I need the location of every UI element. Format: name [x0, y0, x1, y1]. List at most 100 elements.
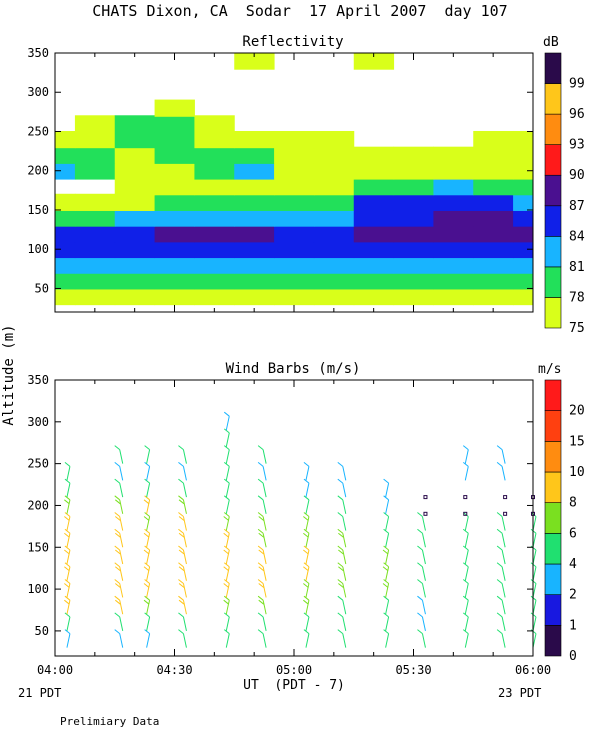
- reflectivity-cell: [154, 162, 195, 180]
- wind-barb-flag: [178, 528, 184, 534]
- wind-barb: [421, 600, 426, 615]
- wind-barb: [464, 549, 469, 565]
- wind-barb: [385, 583, 390, 598]
- wind-barb: [182, 449, 187, 464]
- wind-barb-flag: [417, 629, 423, 635]
- reflectivity-cell: [473, 209, 514, 227]
- reflectivity-cell: [194, 287, 235, 306]
- wind-barb-flag: [383, 495, 389, 501]
- wind-barb-flag: [383, 528, 389, 534]
- wind-barb: [66, 466, 71, 481]
- wind-barb-flag: [178, 562, 184, 568]
- wind-barb-flag: [64, 583, 70, 588]
- wind-barb-flag: [462, 629, 469, 635]
- wind-barb: [305, 549, 310, 565]
- wind-barb-flag: [178, 512, 184, 517]
- wind-barb: [119, 566, 124, 581]
- wind-barb-flag: [178, 445, 184, 451]
- reflectivity-cell: [513, 240, 534, 259]
- colorbar2-swatch: [544, 625, 562, 657]
- reflectivity-cell: [513, 209, 534, 227]
- wind-barb-flag: [303, 545, 310, 551]
- wind-barb-flag: [144, 545, 150, 551]
- reflectivity-cell: [234, 225, 275, 243]
- reflectivity-cell: [393, 240, 434, 259]
- y-axis-label: Altitude (m): [1, 324, 17, 425]
- reflectivity-cell: [353, 225, 395, 243]
- wind-barb: [385, 499, 390, 514]
- wind-barb: [421, 549, 426, 565]
- wind-barb-flag: [178, 629, 184, 635]
- reflectivity-cell: [353, 240, 395, 259]
- wind-barb: [119, 616, 124, 632]
- reflectivity-cell: [353, 178, 395, 196]
- panel2-ytick-label: 350: [27, 373, 49, 387]
- colorbar2-swatch: [544, 502, 562, 534]
- wind-barb-flag: [223, 579, 230, 584]
- wind-barb: [305, 583, 310, 598]
- wind-barb-flag: [64, 599, 70, 605]
- wind-barb-flag: [178, 516, 185, 521]
- colorbar2-label: 1: [569, 618, 577, 633]
- reflectivity-cell: [234, 240, 275, 259]
- reflectivity-cell: [194, 178, 235, 196]
- wind-barb: [501, 583, 506, 598]
- wind-barb: [501, 633, 506, 648]
- wind-calm-marker: [463, 511, 468, 516]
- colorbar1-label: 93: [569, 138, 585, 153]
- colorbar1-label: 90: [569, 168, 585, 183]
- wind-barb: [385, 549, 390, 565]
- reflectivity-cell: [353, 287, 395, 306]
- reflectivity-cell: [313, 256, 355, 274]
- wind-barb: [146, 516, 151, 531]
- wind-barb: [385, 482, 390, 498]
- reflectivity-cell: [513, 162, 534, 180]
- wind-barb-flag: [303, 478, 310, 484]
- reflectivity-cell: [393, 209, 434, 227]
- wind-barb: [342, 533, 347, 548]
- wind-barb-flag: [496, 579, 503, 584]
- reflectivity-cell: [154, 130, 195, 149]
- wind-barb: [305, 600, 310, 615]
- colorbar1-swatch: [544, 297, 562, 329]
- reflectivity-cell: [194, 130, 235, 149]
- wind-barb-flag: [303, 495, 310, 501]
- wind-barb-flag: [496, 528, 503, 534]
- wind-barb-flag: [114, 445, 121, 451]
- wind-barb-flag: [258, 516, 265, 521]
- wind-barb-flag: [64, 549, 70, 555]
- wind-barb-flag: [462, 612, 469, 618]
- reflectivity-cell: [393, 256, 434, 274]
- wind-barb: [385, 600, 390, 615]
- reflectivity-cell: [433, 287, 474, 306]
- reflectivity-cell: [393, 162, 434, 180]
- wind-barb-flag: [462, 528, 469, 534]
- panel2-xtick-label: 05:30: [395, 663, 431, 677]
- reflectivity-cell: [154, 225, 195, 243]
- reflectivity-cell: [74, 272, 116, 290]
- reflectivity-cell: [74, 287, 116, 306]
- wind-barb-flag: [303, 549, 309, 555]
- wind-barb-flag: [337, 495, 344, 501]
- wind-barb: [305, 482, 310, 498]
- wind-barb-flag: [64, 532, 70, 538]
- wind-barb-flag: [303, 599, 309, 605]
- reflectivity-cell: [154, 209, 195, 227]
- wind-barb-flag: [178, 566, 185, 572]
- reflectivity-cell: [313, 209, 355, 227]
- reflectivity-cell: [513, 193, 534, 211]
- wind-barb: [464, 449, 469, 464]
- wind-barb-flag: [338, 549, 344, 555]
- wind-barb-flag: [338, 566, 344, 572]
- reflectivity-cell: [74, 240, 116, 259]
- colorbar2-swatch: [544, 563, 562, 595]
- panel2-ytick-label: 50: [35, 624, 49, 638]
- wind-barb-flag: [257, 461, 264, 467]
- wind-barb: [385, 516, 390, 531]
- reflectivity-cell: [513, 146, 534, 164]
- reflectivity-cell: [274, 146, 315, 164]
- reflectivity-cell: [433, 272, 474, 290]
- wind-barb: [66, 516, 71, 531]
- reflectivity-cell: [55, 287, 76, 306]
